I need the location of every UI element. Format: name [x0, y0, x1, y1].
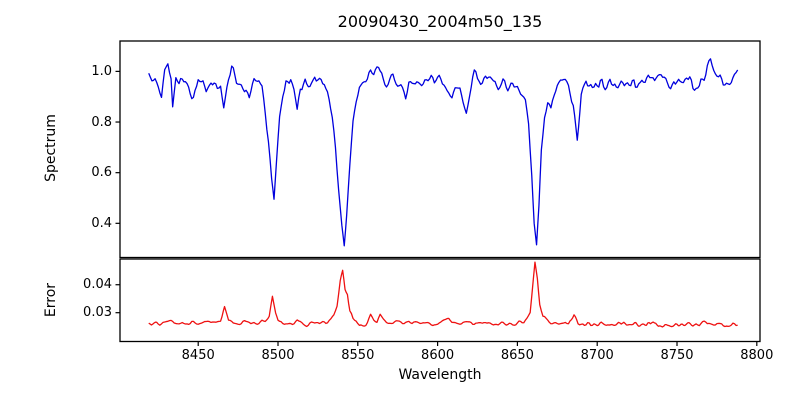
spectrum-y-tick-label: 0.6 [91, 165, 112, 181]
spectrum-panel-frame [119, 40, 761, 259]
x-tick-label: 8650 [500, 348, 534, 363]
spectrum-y-tick-label: 0.4 [91, 215, 112, 231]
x-tick-label: 8700 [580, 348, 614, 363]
spectrum-y-tick-label: 0.8 [91, 114, 112, 130]
x-tick-label: 8500 [261, 348, 295, 363]
error-line [148, 261, 738, 328]
x-tick-label: 8800 [740, 348, 774, 363]
chart-title: 20090430_2004m50_135 [337, 12, 543, 31]
error-y-tick-label: 0.03 [83, 305, 112, 321]
x-tick-label: 8750 [660, 348, 694, 363]
spectrum-y-tick-label: 1.0 [91, 63, 112, 79]
x-tick-label: 8600 [421, 348, 455, 363]
x-axis-label: Wavelength [398, 367, 482, 383]
spectrum-line [148, 58, 739, 247]
error-y-tick-label: 0.04 [83, 277, 112, 293]
x-tick-label: 8550 [341, 348, 375, 363]
error-panel-frame [119, 258, 761, 343]
x-tick-label: 8450 [181, 348, 215, 363]
